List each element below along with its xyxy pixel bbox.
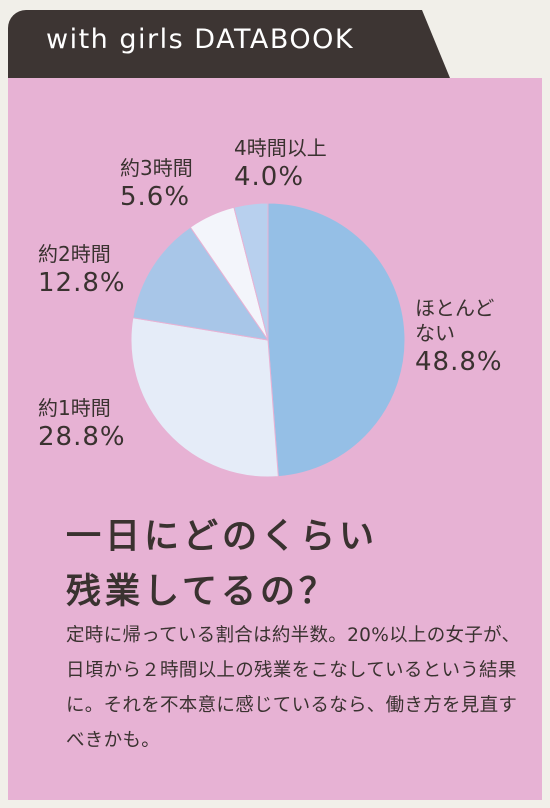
slice-name: ほとんど: [415, 296, 495, 320]
slice-value: 12.8%: [38, 268, 126, 298]
slice-hotondo-nai: [267, 202, 406, 478]
slice-name: 約3時間: [120, 156, 193, 180]
header-tab: with girls DATABOOK: [8, 10, 450, 78]
headline-line-1: 一日にどのくらい: [66, 517, 379, 557]
header-title: with girls DATABOOK: [46, 24, 355, 55]
slice-value: 5.6%: [120, 182, 191, 212]
label-3-hours: 約3時間 5.6%: [120, 156, 193, 214]
content-panel: ほとんど ない 48.8% 約1時間 28.8% 約2時間 12.8% 約3時間…: [8, 78, 542, 800]
slice-4-hours-plus: [233, 202, 269, 341]
databook-card: with girls DATABOOK ほとんど ない 48.8% 約1時間 2…: [8, 10, 542, 800]
slice-value: 4.0%: [234, 162, 305, 192]
label-1-hour: 約1時間 28.8%: [38, 396, 126, 454]
label-2-hours: 約2時間 12.8%: [38, 242, 126, 300]
label-4-hours-plus: 4時間以上 4.0%: [234, 136, 327, 194]
slice-name: 約1時間: [38, 396, 111, 420]
slice-name: 4時間以上: [234, 136, 327, 160]
slice-value: 48.8%: [415, 347, 503, 377]
slice-name: ない: [415, 321, 455, 345]
body-text: 定時に帰っている割合は約半数。20%以上の女子が、日頃から２時間以上の残業をこな…: [66, 625, 521, 751]
headline: 一日にどのくらい 残業してるの？: [66, 510, 378, 620]
slice-value: 28.8%: [38, 422, 126, 452]
slice-2-hours: [132, 226, 270, 341]
slice-1-hour: [130, 317, 279, 478]
slice-name: 約2時間: [38, 242, 111, 266]
label-hotondo-nai: ほとんど ない 48.8%: [415, 296, 503, 379]
pie-chart: [130, 202, 406, 478]
headline-line-2: 残業してるの？: [66, 572, 338, 612]
